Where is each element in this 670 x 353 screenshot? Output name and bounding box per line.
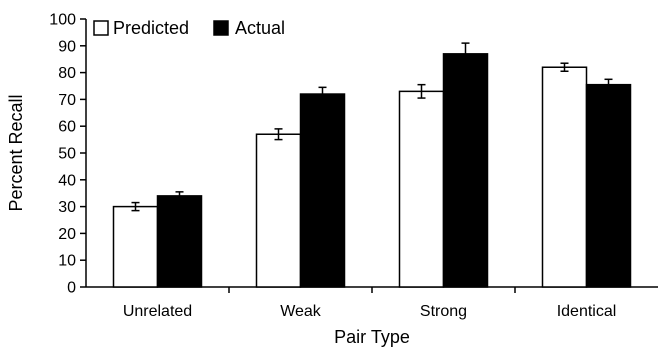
- y-tick-label: 30: [58, 199, 76, 216]
- bars: [112, 42, 632, 288]
- y-tick-label: 20: [58, 226, 76, 243]
- y-tick-label: 60: [58, 119, 76, 136]
- x-tick-label: Identical: [557, 303, 617, 320]
- x-tick-label: Strong: [420, 303, 467, 320]
- y-tick-label: 80: [58, 65, 76, 82]
- bar-predicted: [398, 90, 445, 288]
- y-tick-label: 40: [58, 172, 76, 189]
- y-axis: 0 10 20 30 40 50 60 70 80 90 100: [49, 12, 87, 297]
- y-axis-title: Percent Recall: [6, 94, 26, 211]
- legend-swatch-actual: [213, 20, 229, 36]
- y-tick-label: 50: [58, 146, 76, 163]
- x-axis: Unrelated Weak Strong Identical: [86, 286, 658, 320]
- x-tick-label: Unrelated: [123, 303, 192, 320]
- y-tick-label: 70: [58, 92, 76, 109]
- legend-swatch-predicted: [93, 20, 109, 36]
- y-tick-label: 100: [49, 12, 76, 29]
- bar-predicted: [112, 205, 159, 288]
- legend: Predicted Actual: [93, 18, 285, 38]
- x-axis-title: Pair Type: [334, 327, 410, 347]
- y-tick-label: 10: [58, 253, 76, 270]
- bar-actual: [585, 83, 632, 288]
- x-tick-label: Weak: [280, 303, 322, 320]
- legend-label-actual: Actual: [235, 18, 285, 38]
- y-tick-label: 90: [58, 38, 76, 55]
- bar-actual: [156, 195, 203, 288]
- y-tick-label: 0: [67, 280, 76, 297]
- bar-predicted: [255, 133, 302, 288]
- bar-actual: [442, 53, 489, 288]
- bar-predicted: [541, 66, 588, 288]
- bar-actual: [299, 93, 346, 288]
- legend-label-predicted: Predicted: [113, 18, 189, 38]
